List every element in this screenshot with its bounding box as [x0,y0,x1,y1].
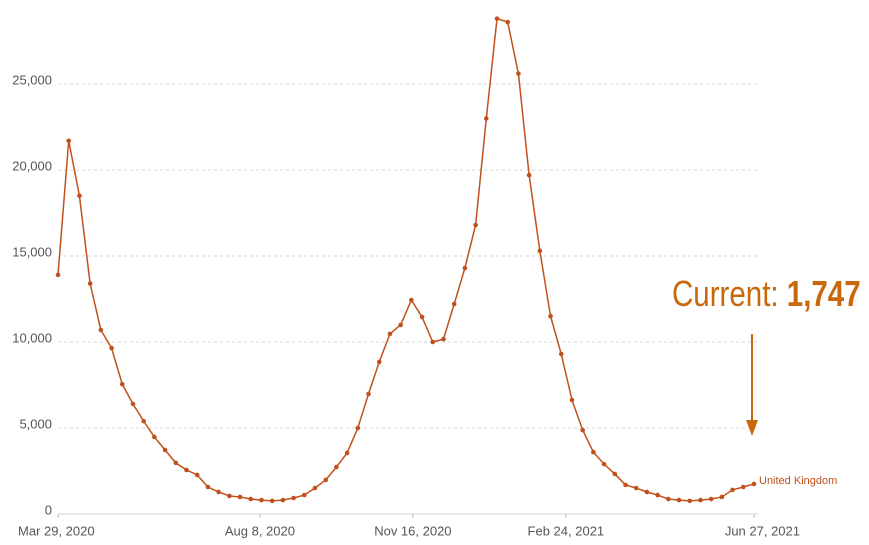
point [740,484,746,490]
point [344,450,350,456]
point [366,391,371,397]
x-tick-label: Jun 27, 2021 [725,523,800,538]
point [291,495,296,501]
point [484,116,489,121]
point [77,193,82,199]
point [376,359,382,365]
annotation-text: Current: 1,747 [672,273,861,313]
point [751,481,757,487]
point [387,331,393,337]
y-tick-label: 25,000 [12,72,52,87]
point [505,19,511,25]
point [227,493,232,499]
point [269,498,275,504]
point [248,496,254,502]
point [569,397,575,403]
point [237,494,243,500]
annotation-label: Current: [672,273,779,313]
y-tick-label: 10,000 [12,330,52,345]
point [419,314,425,320]
point [152,434,157,440]
point [580,427,585,433]
point [66,138,72,144]
point [173,460,179,466]
point [398,322,403,328]
point [591,449,596,455]
point [526,172,532,178]
point [451,301,457,307]
y-tick-label: 15,000 [12,244,52,259]
annotation: Current: 1,747 [672,273,861,436]
point [355,425,361,431]
point [708,496,714,502]
point [280,497,286,503]
point [655,492,660,498]
point [601,461,607,467]
point [119,381,125,387]
point [441,336,446,342]
point [676,497,682,503]
y-tick-label: 0 [45,502,52,517]
point [687,498,693,504]
plot: 0 5,000 10,000 15,000 20,000 25,000 Mar 29, 20… [12,16,837,538]
annotation-arrowhead [746,420,758,436]
y-tick-label: 5,000 [19,416,52,431]
point [109,345,114,351]
x-tick-label: Mar 29, 2020 [18,523,95,538]
point [719,494,725,500]
annotation-value: 1,747 [787,273,861,313]
point [623,482,628,488]
y-tick-label: 20,000 [12,158,52,173]
point [633,485,639,491]
point [184,467,189,473]
point [312,485,318,491]
point [301,492,307,498]
point [162,447,168,453]
point [259,497,264,503]
point [334,464,339,470]
point [537,248,543,254]
point [87,281,93,286]
point [730,487,735,493]
point [130,401,136,407]
point [494,16,500,21]
point [205,484,211,490]
line [57,17,755,502]
point [98,327,104,333]
point [194,472,200,478]
point [216,489,221,495]
point [473,222,478,228]
point [558,351,564,357]
x-tick-label: Nov 16, 2020 [374,523,451,538]
point [666,496,671,502]
x-tick-label: Feb 24, 2021 [528,523,605,538]
point [516,71,521,76]
point [548,313,553,319]
point [323,477,328,483]
point [55,272,61,278]
point [612,471,618,477]
point [462,265,468,271]
point [698,497,703,503]
point [644,489,650,495]
series-label: United Kingdom [759,475,837,487]
x-tick-label: Aug 8, 2020 [225,523,295,538]
point [430,339,436,345]
point [141,418,146,424]
point [409,297,414,303]
